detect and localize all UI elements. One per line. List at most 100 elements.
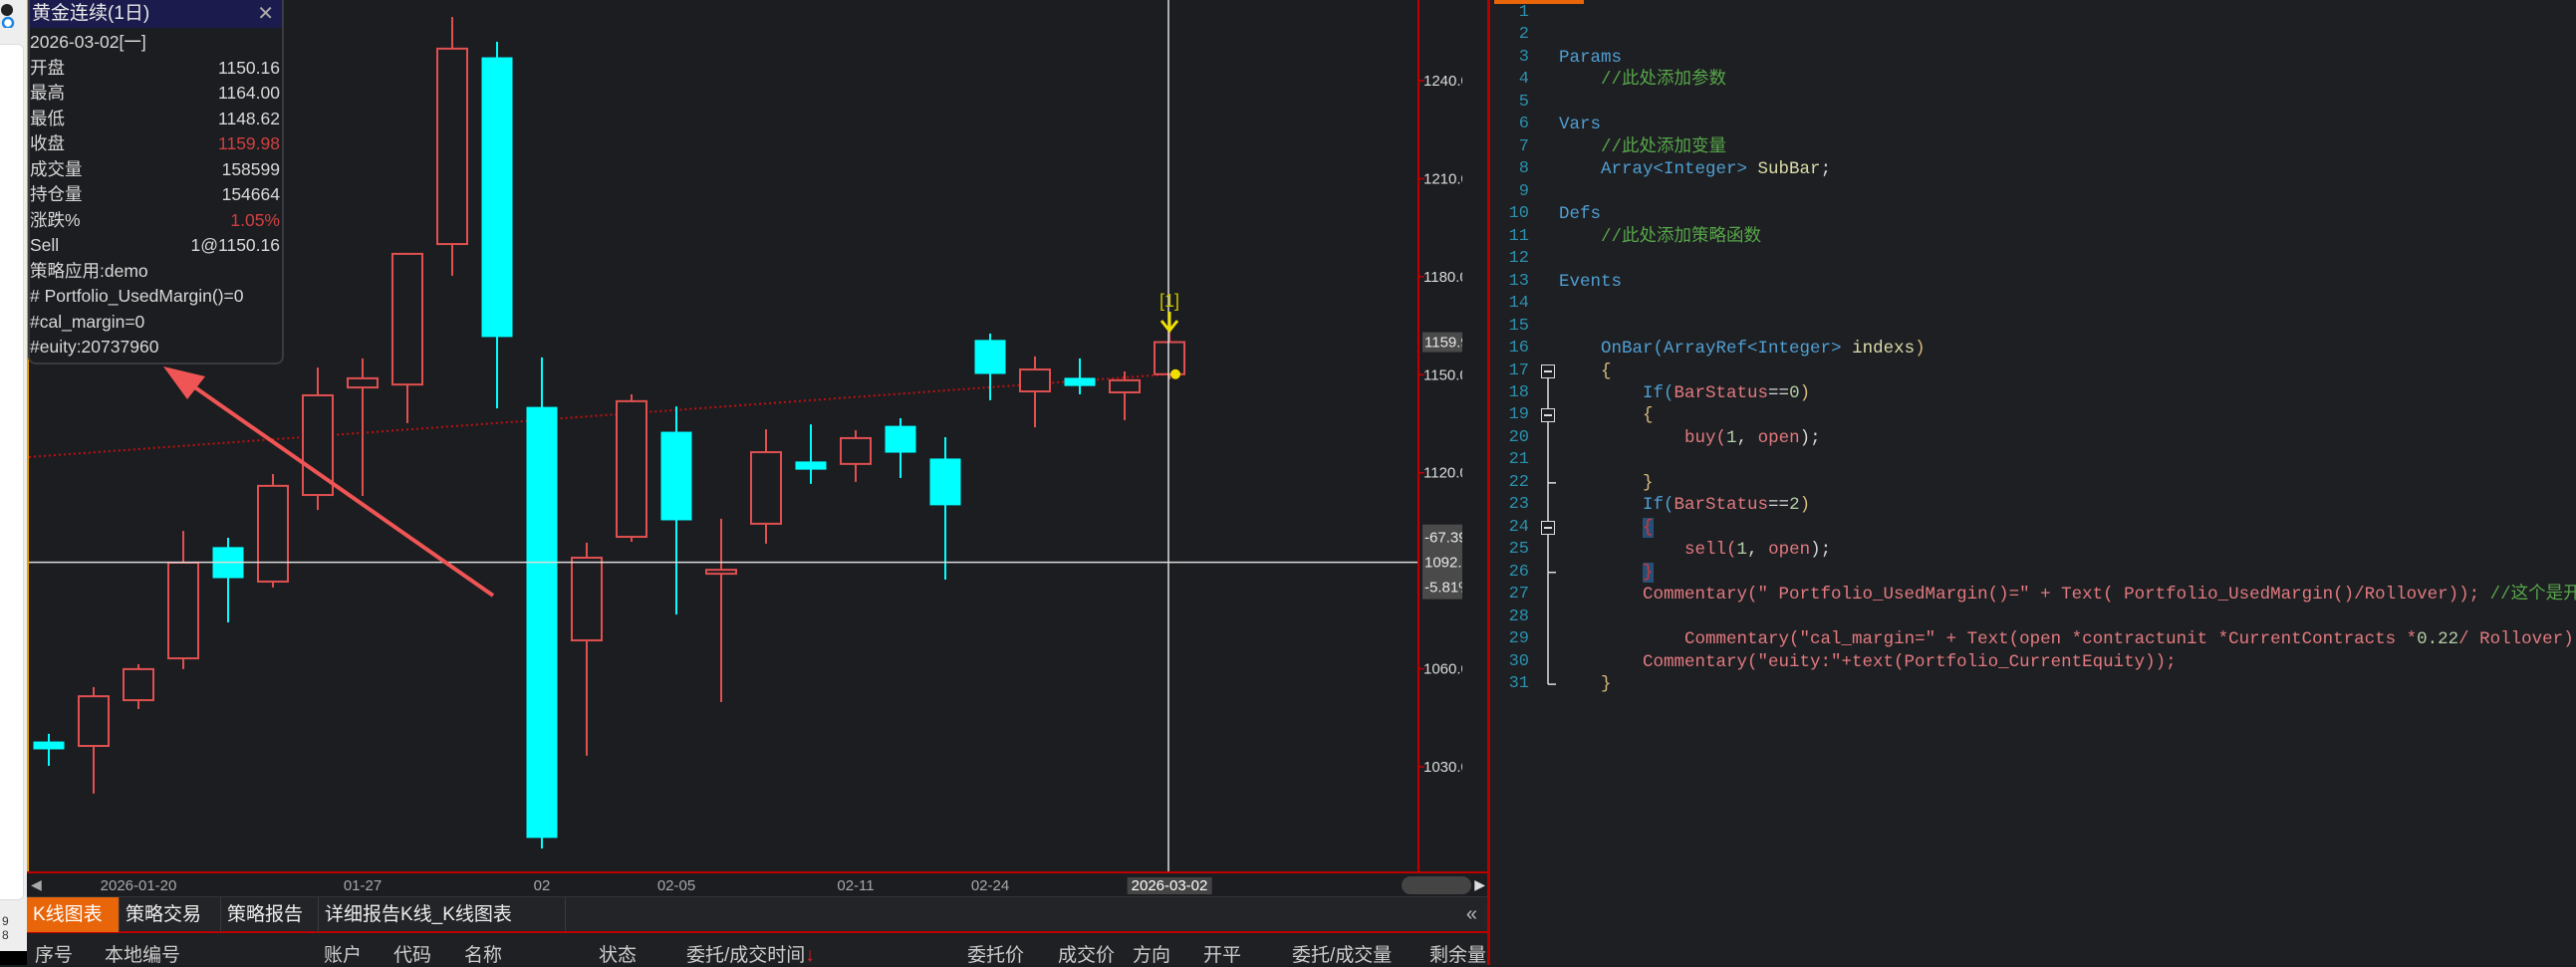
line-number: 28 [1508,606,1529,626]
column-header[interactable]: 开平 [1203,940,1241,967]
column-header[interactable]: 委托价 [967,940,1024,967]
candle[interactable] [1019,356,1051,428]
code-line[interactable]: OnBar(ArrayRef<Integer> indexs) [1559,338,1926,360]
y-tick-label: 1210.00 [1423,170,1462,187]
code-line[interactable]: //此处添加策略函数 [1559,226,1761,248]
code-line[interactable]: buy(1, open); [1559,427,1821,449]
code-line[interactable]: Events [1559,271,1622,293]
candle[interactable] [481,41,513,409]
candle[interactable] [750,429,782,544]
code-line[interactable]: { [1559,517,1654,539]
candlestick-plot[interactable]: [1] 1240.00 1210.00 1180.00 1150.00 1120.00 10… [0,0,1462,871]
candle[interactable] [123,663,154,709]
code-token: 0 [1789,382,1800,403]
candle[interactable] [1064,358,1096,394]
column-header[interactable]: 账户 [324,940,362,967]
code-token [1559,70,1601,90]
column-header[interactable]: 状态 [599,940,637,967]
code-line[interactable]: Commentary("euity:"+text(Portfolio_Curre… [1559,651,2177,673]
code-line[interactable]: } [1559,673,1612,695]
candle[interactable] [33,733,65,767]
tooltip-row-value: 1.05% [230,209,280,230]
scroll-left-arrow-icon[interactable]: ◀ [31,876,42,892]
code-token [1559,362,1601,381]
candle[interactable] [705,518,737,703]
code-line[interactable]: sell(1, open); [1559,539,1831,561]
column-header[interactable]: 委托/成交量 [1292,940,1392,967]
code-line[interactable]: If(BarStatus==0) [1559,382,1810,404]
candle[interactable] [840,430,872,482]
candle[interactable] [571,542,603,756]
candle-body [705,569,737,576]
candle[interactable] [167,531,199,669]
candle[interactable] [347,358,379,497]
column-header[interactable]: 方向 [1133,940,1170,967]
column-header[interactable]: 成交价 [1058,940,1115,967]
tab-detailed-report-kline[interactable]: 详细报告K线_K线图表 [319,897,566,932]
tab-kline-chart[interactable]: K线图表 [27,897,120,932]
candle[interactable] [78,686,110,794]
code-line[interactable]: Vars [1559,114,1601,135]
candle[interactable] [660,406,692,615]
sort-desc-icon[interactable]: ↓ [805,945,815,966]
panel-splitter[interactable] [1487,0,1490,965]
candle[interactable] [212,538,244,622]
line-number: 1 [1518,3,1529,22]
column-header[interactable]: 本地编号 [105,940,180,967]
column-header[interactable]: 委托/成交时间↓ [686,940,815,967]
column-header[interactable]: 名称 [464,940,502,967]
tab-strategy-report[interactable]: 策略报告 [221,897,319,932]
candle[interactable] [1109,371,1141,420]
code-line[interactable]: { [1559,361,1612,382]
candle[interactable] [885,417,916,478]
scroll-right-arrow-icon[interactable]: ▶ [1474,876,1485,892]
tooltip-row-label: 最低 [30,108,65,128]
candle[interactable] [795,424,827,484]
code-token: { [1643,405,1654,426]
candle[interactable] [257,474,289,588]
code-line[interactable]: If(BarStatus==2) [1559,494,1810,516]
candle[interactable] [1154,329,1185,379]
candle[interactable] [929,436,961,581]
code-line[interactable]: //此处添加变量 [1559,136,1726,158]
date-axis[interactable]: ◀ ▶ 2026-01-20 01-27 02 02-05 02-11 02-24 2026… [27,871,1489,896]
code-line[interactable]: Commentary("cal_margin=" + Text(open *co… [1559,628,2574,650]
code-token: Defs [1559,204,1602,225]
candle[interactable] [391,252,423,423]
column-header-label: 名称 [464,945,503,966]
code-token: BarStatus [1674,495,1769,516]
code-line[interactable]: //此处添加参数 [1559,69,1726,91]
collapse-panel-icon[interactable]: « [1465,903,1477,925]
trade-connection-line [28,372,1170,458]
code-line[interactable]: Array<Integer> SubBar; [1559,158,1831,180]
code-token: Commentary("euity:"+text(Portfolio_Curre… [1643,651,2177,672]
close-icon[interactable]: ✕ [257,3,274,25]
code-editor[interactable]: 1 2 3 Params 4 //此处添加参数 5 6 Vars 7 //此处添加变量 8 Arr… [1490,0,2576,965]
column-header[interactable]: 剩余量 [1429,940,1486,967]
crosshair-change: -67.39 [1424,530,1462,547]
code-line[interactable]: Params [1559,47,1622,69]
code-line[interactable]: } [1559,562,1654,584]
candle[interactable] [974,333,1006,400]
candle-body [526,406,558,839]
tooltip-row-label: 成交量 [30,158,83,179]
fold-collapse-icon[interactable] [1541,363,1555,378]
candle[interactable] [526,357,558,849]
avatar-icon[interactable] [0,2,18,28]
code-line[interactable]: } [1559,472,1654,494]
tab-strategy-trading[interactable]: 策略交易 [120,897,221,932]
code-line[interactable]: { [1559,404,1654,426]
column-header[interactable]: 序号 [35,940,73,967]
scrollbar-thumb[interactable] [1402,876,1471,894]
code-line[interactable]: Defs [1559,203,1601,225]
candle[interactable] [436,17,468,276]
fold-collapse-icon[interactable] [1541,408,1555,423]
y-tick-label: 1030.00 [1423,759,1462,776]
tooltip-commentary: # Portfolio_UsedMargin()=0 [30,286,244,306]
code-line[interactable]: Commentary(" Portfolio_UsedMargin()=" + … [1559,584,2576,605]
column-header[interactable]: 代码 [393,940,431,967]
fold-collapse-icon[interactable] [1541,520,1555,535]
code-token: } [1643,472,1654,493]
candle[interactable] [616,393,647,542]
candle[interactable] [302,367,334,511]
